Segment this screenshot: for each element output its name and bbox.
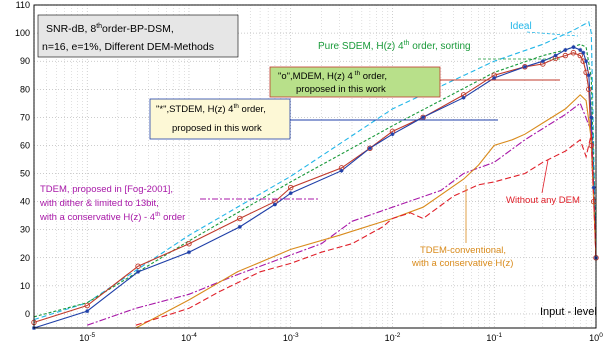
y-tick-label: 30	[20, 225, 30, 235]
point-stdem	[339, 168, 344, 173]
x-tick-label: 10-5	[79, 332, 95, 343]
ideal-arrow	[526, 31, 579, 37]
x-tick-label: 10-4	[181, 332, 197, 343]
y-tick-label: 0	[25, 309, 30, 319]
point-mdem	[586, 86, 592, 93]
point-stdem	[390, 132, 395, 137]
svg-text:TDEM-conventional,: TDEM-conventional,	[420, 245, 506, 256]
ideal-label: Ideal	[510, 21, 532, 32]
y-tick-label: 40	[20, 197, 30, 207]
point-mdem	[287, 184, 294, 191]
point-mdem	[570, 49, 577, 56]
y-tick-label: 50	[20, 169, 30, 179]
point-mdem	[562, 52, 569, 59]
info-line2: n=16, e=1%, Different DEM-Methods	[42, 41, 214, 53]
y-tick-label: 60	[20, 140, 30, 150]
point-mdem	[577, 52, 583, 59]
y-tick-label: 70	[20, 112, 30, 122]
point-stdem	[586, 73, 591, 78]
svg-text:with dither & limited to 13bit: with dither & limited to 13bit,	[39, 198, 159, 209]
point-stdem	[553, 53, 558, 58]
series-line-no_dem	[135, 134, 597, 326]
x-axis-label: Input - level	[540, 306, 597, 318]
svg-text:"*",STDEM, H(z) 4th order,: "*",STDEM, H(z) 4th order,	[156, 103, 266, 115]
point-stdem	[272, 202, 277, 207]
y-tick-label: 90	[20, 56, 30, 66]
point-stdem	[288, 191, 293, 196]
series-line-ideal	[33, 21, 597, 321]
info-line1: SNR-dB, 8thorder-BP-DSM,	[46, 23, 174, 35]
point-stdem	[136, 269, 141, 274]
point-stdem	[563, 47, 568, 52]
point-stdem	[522, 64, 527, 69]
y-tick-label: 80	[20, 84, 30, 94]
svg-text:TDEM, proposed in [Fog-2001],: TDEM, proposed in [Fog-2001],	[40, 184, 173, 195]
y-tick-label: 100	[15, 28, 30, 38]
point-stdem	[578, 47, 583, 52]
point-mdem	[583, 69, 589, 76]
svg-text:with a conservative H(z) - 4t: with a conservative H(z) - 4th order	[39, 211, 185, 223]
point-mdem	[522, 64, 528, 70]
point-mdem	[367, 145, 373, 151]
tdem-annotation: TDEM, proposed in [Fog-2001], with dithe…	[39, 184, 318, 223]
y-tick-label: 20	[20, 253, 30, 263]
no-dem-label: Without any DEM	[506, 195, 580, 206]
point-mdem	[237, 215, 243, 222]
point-stdem	[461, 95, 466, 100]
point-mdem	[186, 240, 192, 247]
point-stdem	[492, 76, 497, 81]
stdem-annotation: "*",STDEM, H(z) 4th order, proposed in t…	[149, 98, 498, 140]
svg-text:proposed in this work: proposed in this work	[172, 123, 262, 134]
point-stdem	[540, 59, 545, 64]
tdem-conv-annotation: TDEM-conventional, with a conservative H…	[411, 185, 513, 269]
point-stdem	[591, 185, 596, 190]
point-stdem	[367, 146, 372, 151]
y-tick-label: 10	[20, 281, 30, 291]
y-tick-label: 110	[16, 0, 30, 10]
point-stdem	[421, 115, 426, 120]
series-line-tdem	[87, 102, 597, 326]
point-stdem	[589, 115, 594, 120]
svg-text:"o",MDEM, H(z) 4 th order,: "o",MDEM, H(z) 4 th order,	[278, 70, 387, 82]
info-box: SNR-dB, 8thorder-BP-DSM, n=16, e=1%, Dif…	[37, 14, 239, 58]
series-line-pure_sdem	[33, 43, 597, 318]
point-stdem	[581, 50, 586, 55]
point-mdem	[84, 302, 90, 309]
pure-sdem-label: Pure SDEM, H(z) 4th order, sorting	[318, 40, 471, 52]
point-stdem	[85, 309, 90, 314]
point-mdem	[588, 142, 595, 149]
x-tick-label: 10-1	[486, 332, 502, 343]
axes: 0 10 20 30 40 50 60 70 80 90 100 110 10-5 10-4 10-3 10-…	[15, 0, 603, 343]
point-stdem	[237, 224, 242, 229]
point-stdem	[584, 59, 589, 64]
series-line-tdem_conv	[135, 94, 597, 329]
point-stdem	[571, 45, 576, 50]
x-tick-label: 100	[589, 332, 603, 343]
plot-frame	[33, 4, 597, 329]
no-dem-arrow	[541, 159, 549, 194]
x-tick-label: 10-2	[385, 332, 401, 343]
point-stdem	[186, 250, 191, 255]
mdem-annotation: "o",MDEM, H(z) 4 th order, proposed in t…	[269, 66, 560, 98]
svg-text:proposed in this work: proposed in this work	[296, 84, 386, 95]
svg-text:with a conservative H(z): with a conservative H(z)	[411, 258, 513, 269]
series-line-mdem	[33, 52, 597, 323]
point-mdem	[135, 263, 141, 269]
x-tick-label: 10-3	[283, 332, 299, 343]
